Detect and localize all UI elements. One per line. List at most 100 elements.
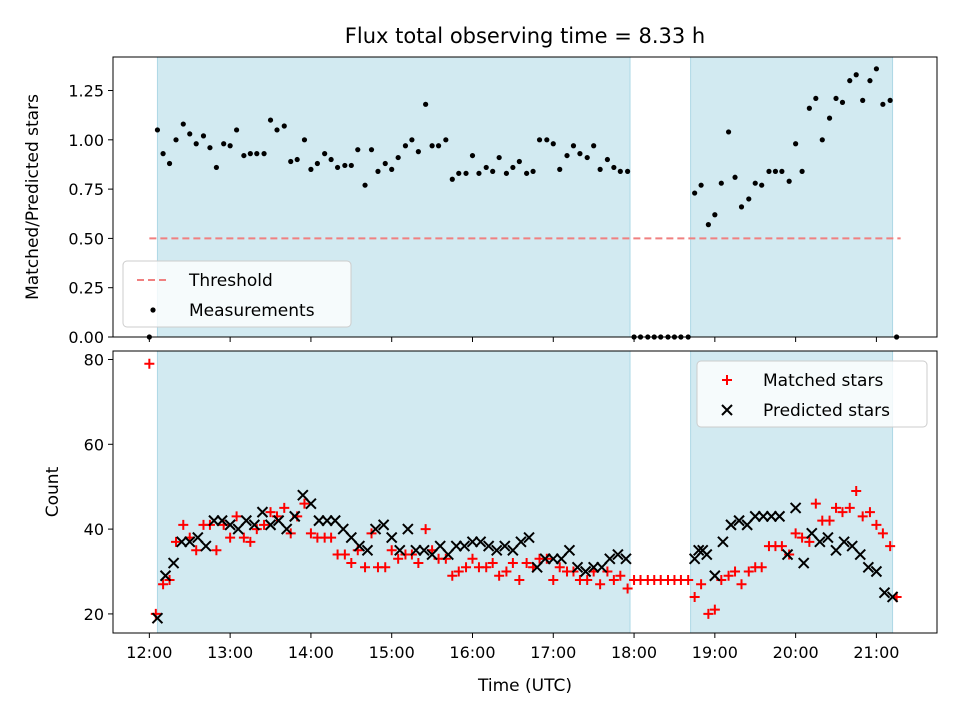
x-tick-label: 19:00 [692, 643, 738, 662]
measurement-point [368, 147, 375, 153]
ratio-y-tick-label: 0.50 [68, 229, 104, 248]
predicted-star-point [870, 565, 883, 578]
matched-star-point [420, 524, 431, 535]
x-tick-label: 20:00 [773, 643, 819, 662]
measurement-point [355, 147, 361, 153]
x-tick-label: 17:00 [530, 643, 576, 662]
measurement-point [389, 166, 395, 172]
x-tick-label: 12:00 [126, 643, 172, 662]
count-axes-frame [112, 350, 938, 634]
predicted-star-point [773, 510, 786, 523]
measurement-point [839, 99, 846, 105]
measurement-point [160, 151, 166, 157]
measurement-point [591, 143, 597, 149]
ratio-y-tick-label: 0.00 [68, 328, 104, 347]
predicted-star-point [822, 531, 834, 544]
x-tick-label: 16:00 [449, 643, 495, 662]
predicted-star-point [377, 519, 390, 531]
predicted-star-point [612, 548, 624, 561]
matched-star-point [804, 536, 815, 547]
ratio-y-tick-label: 0.75 [68, 180, 104, 199]
count-y-tick-label: 80 [84, 350, 104, 369]
measurement-point [813, 95, 819, 102]
matched-star-point [683, 574, 694, 585]
measurement-point [463, 170, 469, 176]
predicted-star-point [701, 548, 713, 561]
matched-star-point [615, 570, 626, 581]
measurement-point [490, 168, 496, 174]
predicted-star-point [248, 519, 261, 531]
matched-star-point [360, 562, 371, 573]
measurement-point [423, 101, 429, 107]
predicted-star-point [862, 561, 875, 573]
matched-star-point [756, 562, 767, 573]
measurement-point [288, 158, 294, 165]
matched-star-point [305, 528, 316, 539]
measurement-point [738, 204, 745, 210]
chart-title: Flux total observing time = 8.33 h [345, 24, 705, 48]
predicted-star-point [224, 519, 236, 531]
legend-marker [722, 375, 732, 385]
x-axis-label: Time (UTC) [477, 676, 572, 696]
x-tick-label: 14:00 [288, 643, 334, 662]
measurement-point [510, 164, 516, 171]
measurement-point [200, 133, 207, 139]
predicted-star-point [369, 523, 382, 535]
measurement-point [227, 143, 233, 149]
measurement-point [173, 137, 179, 143]
matched-star-point [696, 579, 707, 590]
predicted-star-point [394, 544, 406, 557]
measurement-point [705, 222, 711, 228]
x-tick-label: 21:00 [853, 643, 899, 662]
predicted-star-point [515, 536, 527, 548]
matched-star-point [501, 566, 512, 577]
measurement-point [718, 180, 724, 186]
matched-star-point [380, 562, 391, 573]
measurement-point [853, 72, 859, 78]
measurement-point [860, 97, 866, 103]
measurement-point [530, 168, 536, 174]
measurement-point [524, 170, 530, 176]
measurement-point [766, 168, 772, 174]
matched-star-point [481, 562, 492, 573]
x-tick-label: 13:00 [207, 643, 253, 662]
matched-star-point [521, 558, 532, 569]
legend-marker [150, 307, 156, 313]
predicted-star-point [184, 536, 196, 548]
predicted-star-point [838, 536, 850, 548]
matched-star-point [453, 566, 464, 577]
predicted-star-point [458, 540, 471, 552]
matched-star-point [723, 570, 734, 581]
measurement-point [887, 97, 893, 103]
measurement-point [867, 78, 873, 84]
measurement-point [873, 66, 880, 72]
predicted-star-point [886, 591, 899, 603]
matched-star-point [541, 553, 552, 564]
measurement-point [435, 143, 442, 149]
measurement-point [819, 137, 825, 143]
predicted-star-point [854, 548, 866, 561]
predicted-star-point [280, 523, 293, 535]
measurement-point [328, 156, 334, 163]
matched-star-point [245, 536, 256, 547]
predicted-star-point [289, 510, 301, 523]
matched-star-point [494, 570, 505, 581]
measurement-point [254, 151, 260, 157]
matched-star-point [871, 519, 882, 530]
matched-star-point [797, 532, 808, 543]
matched-star-point [231, 511, 242, 522]
x-tick-label: 15:00 [369, 643, 415, 662]
measurement-point [267, 117, 274, 123]
measurement-point [322, 151, 328, 157]
measurement-point [362, 182, 368, 188]
predicted-star-point [499, 540, 511, 552]
count-panel: 12:00 13:00 14:00 15:00 16:00 17:00 18:00 19:00… [43, 350, 938, 662]
measurement-point [207, 145, 213, 151]
measurement-point [375, 168, 381, 174]
matched-star-point [857, 511, 868, 522]
predicted-star-point [733, 514, 745, 527]
matched-star-point [743, 566, 754, 577]
measurement-point [456, 170, 462, 176]
measurement-point [779, 168, 785, 174]
